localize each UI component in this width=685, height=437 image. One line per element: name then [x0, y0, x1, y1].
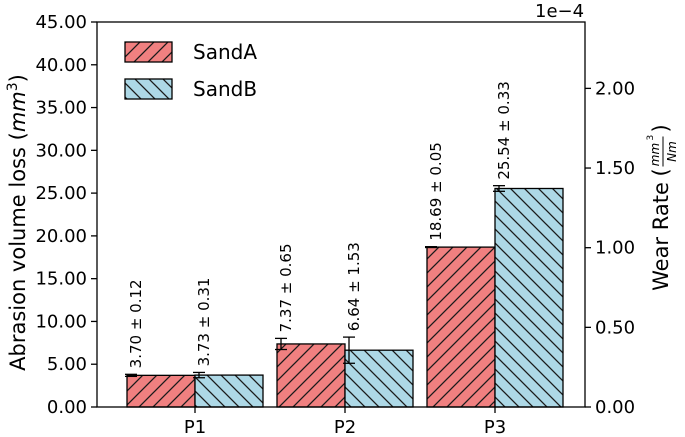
left-axis-unit-exponent: 3: [5, 82, 21, 91]
right-axis-title-text: Wear Rate: [649, 182, 673, 291]
left-axis-unit: mm: [6, 91, 30, 132]
error-bar: [425, 246, 437, 249]
left-tick-label: 15.00: [35, 269, 87, 290]
svg-text:): ): [649, 124, 673, 132]
error-bar: [343, 336, 355, 364]
left-axis-title-text: Abrasion volume loss: [6, 147, 30, 371]
right-axis-unit-denominator: Nm: [665, 141, 679, 162]
bar-sanda-p3: [426, 246, 496, 408]
left-tick-label: 25.00: [35, 183, 87, 204]
data-label: 25.54 ± 0.33: [495, 81, 513, 179]
left-tick-label: 0.00: [47, 397, 87, 418]
x-tick-label: P3: [484, 417, 506, 437]
right-axis-ticks: 0.00 0.50 1.00 1.50 2.00: [585, 78, 635, 418]
left-tick-label: 20.00: [35, 226, 87, 247]
data-label: 3.70 ± 0.12: [127, 279, 145, 368]
data-label: 3.73 ± 0.31: [195, 278, 213, 367]
legend-swatch-sanda: [124, 41, 173, 63]
left-tick-label: 45.00: [35, 12, 87, 33]
left-tick-label: 35.00: [35, 98, 87, 119]
right-tick-label: 1.00: [595, 238, 635, 259]
right-axis-title: Wear Rate ( mm 3 Nm): [646, 124, 679, 291]
plot-frame: [96, 21, 586, 408]
error-bar: [493, 185, 505, 192]
left-axis-ticks: 0.00 5.00 10.00 15.00 20.00 25.00 30.00 35.00 40…: [35, 12, 97, 418]
right-axis-offset-text: 1e−4: [535, 1, 584, 22]
left-axis-title: Abrasion volume loss (mm3): [5, 74, 30, 371]
bars-layer: [126, 187, 564, 408]
data-label: 18.69 ± 0.05: [427, 142, 445, 240]
left-tick-label: 5.00: [47, 354, 87, 375]
left-tick-label: 30.00: [35, 140, 87, 161]
x-axis-ticks: P1 P2 P3: [184, 407, 506, 437]
legend-label-sanda: SandA: [193, 40, 257, 64]
right-tick-label: 1.50: [595, 158, 635, 179]
left-tick-label: 40.00: [35, 55, 87, 76]
svg-text:(: (: [649, 168, 673, 176]
left-tick-label: 10.00: [35, 311, 87, 332]
legend: SandA SandB: [124, 40, 257, 101]
bar-sandb-p3: [494, 187, 564, 408]
right-tick-label: 2.00: [595, 78, 635, 99]
x-tick-label: P1: [184, 417, 206, 437]
bar-sanda-p1: [126, 374, 196, 408]
error-bar: [125, 373, 137, 378]
data-labels-layer: 3.70 ± 0.12 7.37 ± 0.65 18.69 ± 0.05 3.73 ±…: [127, 81, 513, 368]
bar-sanda-p2: [276, 343, 346, 408]
error-bar: [275, 337, 287, 351]
x-tick-label: P2: [334, 417, 356, 437]
data-label: 7.37 ± 0.65: [277, 243, 295, 332]
legend-swatch-sandb: [124, 78, 173, 100]
bar-sandb-p2: [344, 349, 414, 408]
right-axis-unit-numerator: mm: [648, 143, 662, 166]
bar-sandb-p1: [194, 374, 264, 408]
svg-text:3: 3: [646, 135, 656, 141]
right-tick-label: 0.50: [595, 317, 635, 338]
error-bar: [193, 371, 205, 379]
error-bars-layer: [125, 185, 505, 379]
data-label: 6.64 ± 1.53: [345, 242, 363, 331]
legend-label-sandb: SandB: [193, 77, 257, 101]
right-tick-label: 0.00: [595, 397, 635, 418]
